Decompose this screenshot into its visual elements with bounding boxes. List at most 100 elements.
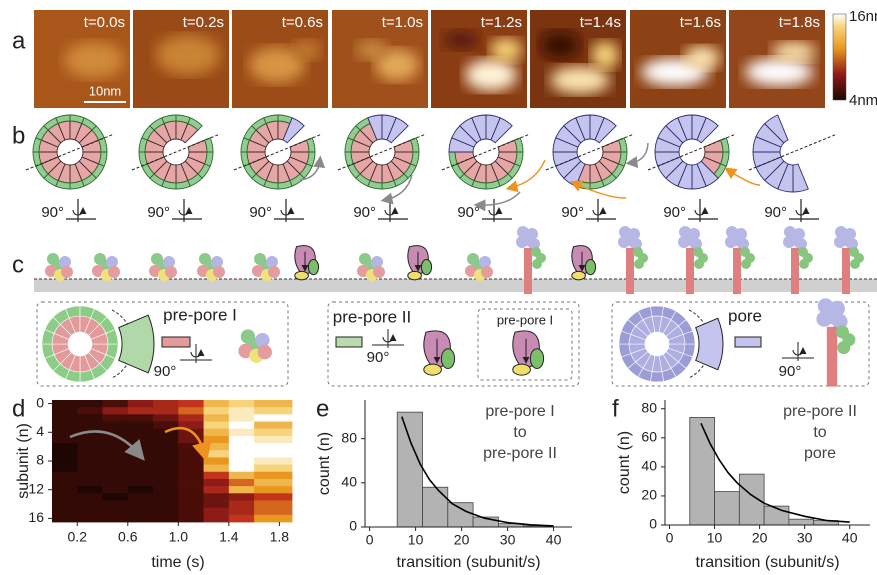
complex-part xyxy=(94,253,106,265)
annotation: pore xyxy=(804,445,836,462)
x-tick-label: 40 xyxy=(546,532,562,548)
heat-cell xyxy=(52,414,78,422)
heat-cell xyxy=(153,515,179,523)
rotation-arrow xyxy=(372,329,404,348)
annotation: pre-pore II xyxy=(783,403,857,420)
heat-cell xyxy=(178,479,204,487)
pore-cap xyxy=(834,236,846,248)
time-label: t=1.2s xyxy=(481,14,522,31)
complex-part xyxy=(266,256,278,268)
afm-feature xyxy=(745,58,813,86)
figure: t=0.0st=0.2st=0.6st=1.0st=1.2st=1.4st=1.… xyxy=(0,0,877,575)
membrane xyxy=(34,279,877,292)
pore-side xyxy=(799,259,809,269)
heat-cell xyxy=(52,422,78,430)
heat-cell xyxy=(229,500,255,508)
subunit-core xyxy=(290,140,309,152)
heat-cell xyxy=(77,472,103,480)
complex xyxy=(357,253,385,281)
heat-cell xyxy=(254,436,292,444)
heat-cell xyxy=(178,457,204,465)
histogram-bar xyxy=(690,417,715,525)
heat-cell xyxy=(204,407,230,415)
heat-cell xyxy=(77,493,103,501)
heat-cell xyxy=(128,457,154,465)
rotation-label: 90° xyxy=(457,204,480,221)
y-tick-label: 40 xyxy=(641,458,657,474)
heat-cell xyxy=(103,486,129,494)
heat-cell xyxy=(204,429,230,437)
rotation-arrow xyxy=(688,199,718,222)
y-tick-label: 60 xyxy=(641,428,657,444)
subunit-core xyxy=(498,140,517,152)
afm-feature xyxy=(356,40,388,60)
rotation-label: 90° xyxy=(779,363,802,380)
complex-part xyxy=(255,333,269,347)
pore-stalk xyxy=(827,327,837,387)
heat-cell xyxy=(103,457,129,465)
pore-cap xyxy=(725,236,737,248)
annotation: to xyxy=(813,424,826,441)
heat-cell xyxy=(52,450,78,458)
heat-cell xyxy=(178,500,204,508)
heat-cell xyxy=(254,515,292,523)
heat-cell xyxy=(204,486,230,494)
heat-cell xyxy=(153,493,179,501)
heat-cell xyxy=(77,465,103,473)
panel-label: f xyxy=(612,395,619,422)
annotation: pre-pore I xyxy=(485,403,554,420)
rotation-label: 90° xyxy=(663,204,686,221)
rotation-arrow xyxy=(782,342,814,361)
pore-stalk xyxy=(842,248,850,294)
y-tick-label: 4 xyxy=(36,423,44,439)
heat-cell xyxy=(103,493,129,501)
rotation-label: 90° xyxy=(249,204,272,221)
panel-e: 01020304004080pre-pore Itopre-pore IItra… xyxy=(316,400,572,571)
heat-cell xyxy=(178,414,204,422)
afm-feature xyxy=(293,40,321,60)
heat-cell xyxy=(254,414,292,422)
heat-cell xyxy=(103,515,129,523)
heat-cell xyxy=(153,450,179,458)
heat-cell xyxy=(103,414,129,422)
pore-side xyxy=(850,259,860,269)
heat-cell xyxy=(52,465,78,473)
heat-cell xyxy=(128,493,154,501)
x-tick-label: 30 xyxy=(500,532,516,548)
rotation-label: 90° xyxy=(353,204,376,221)
colorbar-min: 4nm xyxy=(849,92,877,109)
pore-stalk xyxy=(524,248,532,294)
heat-cell xyxy=(128,407,154,415)
afm-feature xyxy=(156,35,220,75)
heat-cell xyxy=(52,479,78,487)
heat-cell xyxy=(178,486,204,494)
y-tick-label: 0 xyxy=(349,518,357,534)
x-tick-label: 40 xyxy=(842,530,858,546)
heat-cell xyxy=(229,414,255,422)
heat-cell xyxy=(229,457,255,465)
complex-part xyxy=(59,256,71,268)
wedge xyxy=(696,318,723,369)
time-label: t=1.4s xyxy=(580,14,621,31)
colorbar-max: 16nm xyxy=(849,8,877,25)
time-label: t=1.8s xyxy=(779,14,820,31)
heat-cell xyxy=(178,450,204,458)
heat-cell xyxy=(178,508,204,516)
complex-part xyxy=(61,266,73,278)
heat-cell xyxy=(254,457,292,465)
rotation-arrow xyxy=(586,199,616,222)
heat-cell xyxy=(204,422,230,430)
subunit-side xyxy=(735,337,761,347)
complex-part xyxy=(108,266,120,278)
y-tick-label: 20 xyxy=(641,487,657,503)
panel-f: 010203040020406080pre-pore IItoporetrans… xyxy=(616,399,870,571)
heat-cell xyxy=(153,400,179,408)
heat-cell xyxy=(103,479,129,487)
panel-a: t=0.0st=0.2st=0.6st=1.0st=1.2st=1.4st=1.… xyxy=(34,8,877,109)
wedge xyxy=(119,315,154,373)
complex-part xyxy=(467,253,479,265)
heat-cell xyxy=(254,508,292,516)
heat-cell xyxy=(77,457,103,465)
histogram-bar xyxy=(789,519,814,525)
prepore2-domain xyxy=(424,364,442,375)
